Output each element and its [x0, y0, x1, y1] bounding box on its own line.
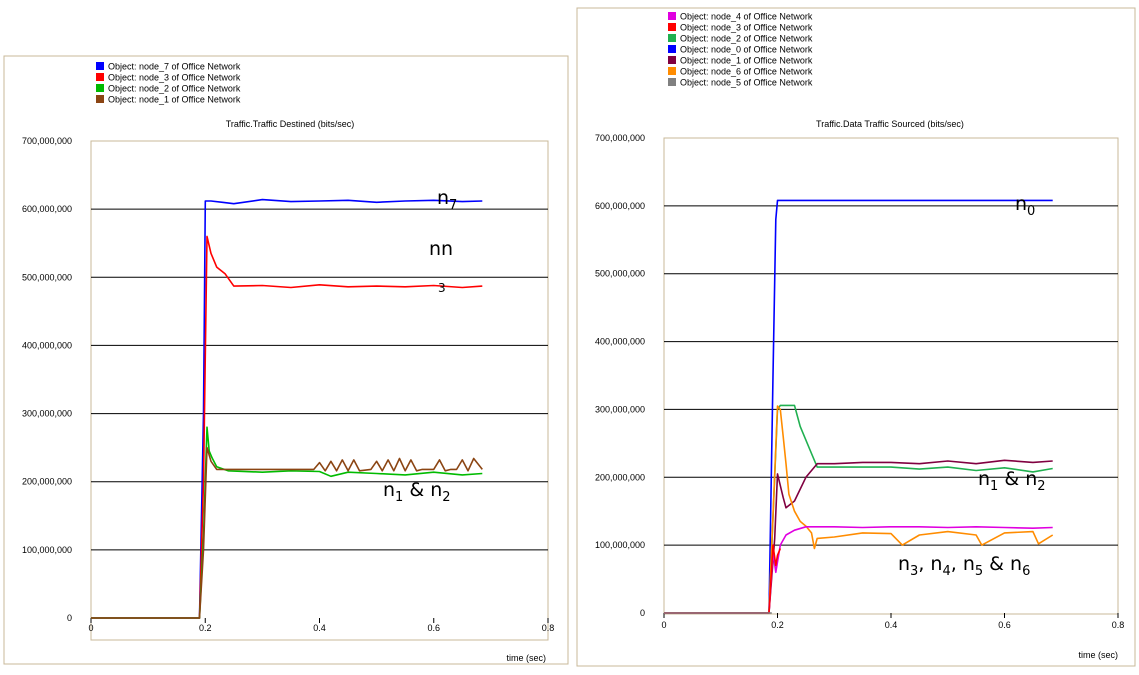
x-axis: 0 0.2 0.4 0.6 0.8: [88, 618, 554, 633]
legend-swatch: [668, 56, 676, 64]
legend-item: Object: node_2 of Office Network: [108, 84, 241, 94]
y-tick-label: 600,000,000: [595, 201, 645, 211]
legend-swatch: [96, 84, 104, 92]
y-tick-label: 300,000,000: [22, 409, 72, 419]
data-traffic-sourced-panel: Object: node_4 of Office NetworkObject: …: [576, 7, 1136, 667]
y-tick-label: 200,000,000: [22, 477, 72, 487]
series-line-object-node-0-of-office-network: [664, 199, 1053, 614]
legend-item: Object: node_0 of Office Network: [680, 45, 813, 55]
x-tick-label: 0.6: [998, 620, 1011, 630]
x-tick-label: 0.2: [771, 620, 784, 630]
y-tick-label: 600,000,000: [22, 204, 72, 214]
traffic-destined-panel: Object: node_7 of Office NetworkObject: …: [3, 55, 569, 665]
legend-item: Object: node_6 of Office Network: [680, 67, 813, 77]
panel-frame: [3, 55, 569, 665]
x-tick-label: 0.6: [427, 623, 440, 633]
x-axis-label: time (sec): [1078, 650, 1118, 660]
legend-item: Object: node_4 of Office Network: [680, 12, 813, 22]
legend-swatch: [668, 34, 676, 42]
y-tick-label: 200,000,000: [595, 472, 645, 482]
series-group: [664, 199, 1054, 614]
chart-title: Traffic.Data Traffic Sourced (bits/sec): [816, 119, 964, 129]
series-line-object-node-4-of-office-network: [664, 525, 1053, 614]
y-tick-label: 500,000,000: [595, 269, 645, 279]
gridlines: [664, 205, 1118, 546]
series-line-object-node-2-of-office-network: [91, 426, 483, 619]
legend-swatch: [96, 62, 104, 70]
plot-area: [663, 137, 1119, 615]
series-line-object-node-7-of-office-network: [91, 198, 483, 619]
legend-swatch: [668, 23, 676, 31]
legend-item: Object: node_3 of Office Network: [108, 73, 241, 83]
y-tick-label: 100,000,000: [595, 540, 645, 550]
legend-item: Object: node_2 of Office Network: [680, 34, 813, 44]
legend-item: Object: node_7 of Office Network: [108, 62, 241, 72]
series-line-object-node-3-of-office-network: [91, 235, 483, 619]
y-tick-label: 700,000,000: [595, 133, 645, 143]
plot-area: [90, 140, 549, 641]
y-tick-label: 300,000,000: [595, 404, 645, 414]
y-tick-label: 400,000,000: [595, 337, 645, 347]
annotation-nn: nn: [429, 238, 453, 260]
y-tick-label: 500,000,000: [22, 272, 72, 282]
x-axis: 0 0.2 0.4 0.6 0.8: [661, 613, 1124, 630]
x-tick-label: 0: [88, 623, 93, 633]
series-group: [91, 198, 483, 619]
y-tick-label: 100,000,000: [22, 545, 72, 555]
y-axis: 0 100,000,000 200,000,000 300,000,000 400,00…: [22, 136, 72, 623]
legend-item: Object: node_1 of Office Network: [680, 56, 813, 66]
chart-title: Traffic.Traffic Destined (bits/sec): [226, 119, 355, 129]
annotation-3: 3: [438, 281, 446, 295]
gridlines: [91, 208, 548, 551]
annotation-n3-n6: n3, n4, n5 & n6: [898, 553, 1030, 579]
series-line-object-node-6-of-office-network: [664, 405, 1054, 614]
legend: Object: node_4 of Office NetworkObject: …: [668, 12, 813, 88]
legend-swatch: [668, 12, 676, 20]
x-axis-label: time (sec): [506, 653, 546, 663]
legend-swatch: [668, 78, 676, 86]
x-tick-label: 0.4: [885, 620, 898, 630]
legend-item: Object: node_3 of Office Network: [680, 23, 813, 33]
panel-frame: [576, 7, 1136, 667]
x-tick-label: 0.8: [542, 623, 555, 633]
annotation-n1-n2: n1 & n2: [383, 479, 451, 505]
legend-item: Object: node_5 of Office Network: [680, 78, 813, 88]
legend-swatch: [668, 67, 676, 75]
series-line-object-node-1-of-office-network: [664, 459, 1053, 614]
x-tick-label: 0.8: [1112, 620, 1125, 630]
y-tick-label: 0: [67, 613, 72, 623]
y-tick-label: 400,000,000: [22, 340, 72, 350]
legend: Object: node_7 of Office NetworkObject: …: [96, 62, 241, 105]
y-tick-label: 0: [640, 608, 645, 618]
legend-swatch: [96, 73, 104, 81]
annotation-n1-n2: n1 & n2: [978, 468, 1046, 494]
x-tick-label: 0.2: [199, 623, 212, 633]
y-axis: 0 100,000,000 200,000,000 300,000,000 400,00…: [595, 133, 645, 618]
x-tick-label: 0: [661, 620, 666, 630]
x-tick-label: 0.4: [313, 623, 326, 633]
series-line-object-node-1-of-office-network: [91, 446, 483, 619]
y-tick-label: 700,000,000: [22, 136, 72, 146]
legend-item: Object: node_1 of Office Network: [108, 95, 241, 105]
legend-swatch: [668, 45, 676, 53]
legend-swatch: [96, 95, 104, 103]
